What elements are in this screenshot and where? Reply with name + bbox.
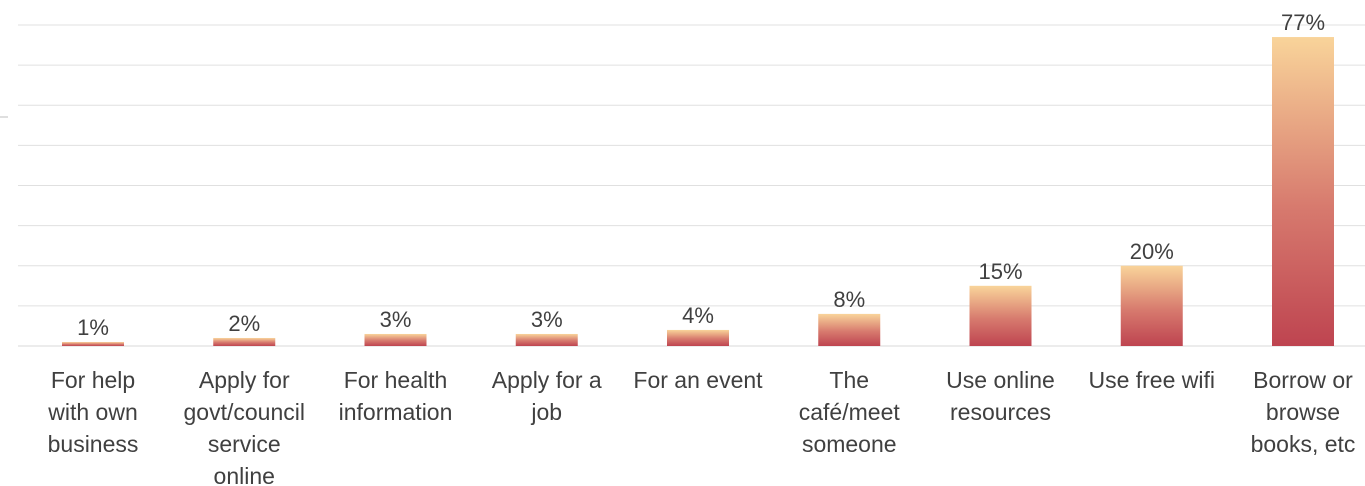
category-label-line: service bbox=[208, 431, 281, 457]
data-label: 3% bbox=[380, 307, 412, 332]
category-label-line: job bbox=[530, 399, 562, 425]
bar bbox=[364, 333, 427, 346]
category-label: The café/meet someone bbox=[799, 367, 901, 457]
data-label: 4% bbox=[682, 303, 714, 328]
category-label-line: online bbox=[214, 463, 275, 486]
bar bbox=[62, 341, 124, 346]
category-label-line: Use free wifi bbox=[1088, 367, 1215, 393]
category-label: Apply for govt/council service online bbox=[184, 367, 305, 486]
data-label: 8% bbox=[833, 287, 865, 312]
category-label-line: Borrow or bbox=[1253, 367, 1353, 393]
category-label-line: browse bbox=[1266, 399, 1340, 425]
category-label-line: information bbox=[339, 399, 453, 425]
category-label-line: resources bbox=[950, 399, 1051, 425]
data-label: 15% bbox=[978, 259, 1022, 284]
data-label: 77% bbox=[1281, 10, 1325, 35]
category-label-line: someone bbox=[802, 431, 897, 457]
data-label: 1% bbox=[77, 315, 109, 340]
bar bbox=[818, 313, 881, 346]
category-label-line: café/meet bbox=[799, 399, 901, 425]
category-label-line: For help bbox=[51, 367, 135, 393]
category-label: Apply for a job bbox=[492, 367, 602, 425]
bar bbox=[1120, 265, 1183, 346]
category-label-line: For health bbox=[344, 367, 448, 393]
bar bbox=[969, 285, 1032, 346]
bar bbox=[515, 333, 578, 346]
bar bbox=[667, 329, 729, 346]
data-label: 3% bbox=[531, 307, 563, 332]
category-label-line: Apply for bbox=[199, 367, 290, 393]
category-label: Use free wifi bbox=[1088, 367, 1215, 393]
category-label: Use online resources bbox=[946, 367, 1055, 425]
category-label-line: Apply for a bbox=[492, 367, 602, 393]
category-label-line: books, etc bbox=[1251, 431, 1356, 457]
category-label-line: Use online bbox=[946, 367, 1055, 393]
data-label: 20% bbox=[1130, 239, 1174, 264]
bars bbox=[62, 37, 1334, 346]
category-label: For an event bbox=[633, 367, 763, 393]
bar bbox=[1272, 37, 1334, 346]
category-labels: For help with own business Apply for govt/co… bbox=[47, 367, 1355, 486]
category-label-line: business bbox=[48, 431, 139, 457]
category-label: Borrow or browse books, etc bbox=[1251, 367, 1356, 457]
category-label-line: govt/council bbox=[184, 399, 305, 425]
bar bbox=[213, 337, 276, 346]
data-labels: 1% 2% 3% 3% 4% 8% 15% 20% 77% bbox=[77, 10, 1325, 340]
category-label-line: For an event bbox=[633, 367, 763, 393]
category-label-line: with own bbox=[47, 399, 137, 425]
category-label-line: The bbox=[829, 367, 869, 393]
category-label: For health information bbox=[339, 367, 453, 425]
category-label: For help with own business bbox=[47, 367, 138, 457]
data-label: 2% bbox=[228, 311, 260, 336]
